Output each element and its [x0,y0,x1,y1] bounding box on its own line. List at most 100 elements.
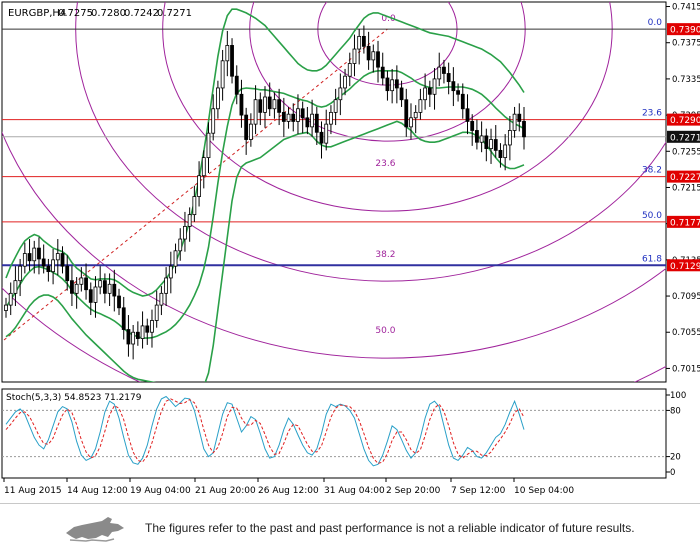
candle-body [32,247,37,262]
candle-body [22,253,27,267]
candle-body [197,175,201,197]
fibonacci-arc-label: 23.6 [375,159,395,169]
candle-body [248,123,253,140]
candle-body [427,87,432,95]
candle-body [51,259,55,273]
candle-body [13,280,18,294]
candle-body [150,320,154,333]
price-axis-label: 0.7095 [672,292,700,302]
candle-body [310,113,314,128]
candle-body [380,66,385,79]
candle-body [446,73,451,83]
candle-body [281,111,286,122]
price-tag-box [667,23,700,36]
disclaimer-text: The figures refer to the past and past p… [145,521,635,535]
fibonacci-level-label: 61.8 [642,254,662,264]
candle-body [404,99,409,128]
candle-body [168,265,173,279]
candle-body [333,99,338,113]
candle-body [216,87,220,110]
price-axis-label: 0.7255 [672,147,700,157]
candle-body [314,113,319,133]
candle-body [512,113,517,131]
candle-body [253,99,258,125]
candle-body [507,130,512,146]
time-axis-label: 26 Aug 12:00 [258,486,319,496]
candle-body [296,108,300,122]
candle-body [465,108,470,122]
stoch-axis-label: 0 [670,468,675,478]
price-tag-value: 0.7177 [670,218,700,228]
candle-body [503,144,508,159]
candle-body [390,79,395,92]
time-axis-label: 11 Aug 2015 [4,486,62,496]
candle-body [178,238,183,252]
candle-body [394,79,399,89]
price-candles [4,25,526,360]
fibonacci-level-label: 38.2 [642,166,662,176]
candle-body [70,280,74,294]
price-tag-value: 0.7129 [670,262,700,272]
ohlc-low: 0.7242 [124,8,159,19]
price-axis-label: 0.7015 [672,364,700,374]
bollinger-upper-band [5,8,525,297]
candle-body [84,277,88,291]
stochastic-lines [2,395,666,467]
candle-body [126,329,131,345]
candle-body [117,295,121,309]
candle-body [244,114,249,140]
price-tag-value: 0.7227 [670,173,700,183]
fibonacci-level-label: 0.0 [648,18,663,28]
candle-body [376,51,380,68]
price-tag-value: 0.7390 [670,26,700,36]
price-axis-label: 0.7215 [672,183,700,193]
candle-body [239,93,244,116]
stochastic-main-line [5,395,525,467]
candle-body [192,196,197,216]
fibonacci-arc-label: 50.0 [375,326,395,336]
chart-area: 0.0 23.6 38.2 50.0 0.0 23.6 38.2 50.0 61.8 100 8… [1,1,700,496]
candle-body [437,66,442,80]
candle-body [41,258,46,267]
candle-body [371,51,376,61]
candle-body [413,111,418,119]
candle-body [442,66,446,74]
candle-body [305,117,310,128]
time-axis-label: 10 Sep 04:00 [514,486,574,496]
price-axis-label: 0.7055 [672,328,700,338]
bull-logo-icon [66,517,124,542]
fibonacci-level-label: 23.6 [642,109,662,119]
ohlc-open: 0.7275 [58,8,93,19]
candle-body [201,157,206,177]
fibonacci-retracement-levels: 0.0 23.6 38.2 50.0 61.8 [2,18,666,267]
candle-body [456,90,460,95]
candle-body [159,292,164,306]
candle-body [258,99,263,113]
stochastic-pane-frame [1,388,667,479]
candle-body [343,75,347,89]
stochastic-signal-line [5,398,525,465]
candle-body [484,135,489,149]
candle-body [460,93,465,110]
candle-body [93,286,98,303]
candle-body [154,304,159,321]
candle-body [98,280,103,288]
candle-body [27,253,32,262]
candle-body [366,45,371,61]
chart-symbol-title: EURGBP,H4 [8,8,66,19]
candle-body [55,253,60,261]
price-tag-box [667,113,700,126]
ohlc-high: 0.7280 [91,8,126,19]
candle-body [102,280,107,294]
candle-body [357,35,362,50]
candle-body [135,331,140,339]
candle-body [234,75,239,95]
candle-body [107,283,112,294]
candle-body [79,277,84,285]
candle-body [347,63,352,77]
candle-body [432,78,437,95]
main-pane-frame [1,1,667,383]
candle-body [4,304,8,311]
price-tag-box [667,170,700,183]
candle-body [121,307,126,330]
